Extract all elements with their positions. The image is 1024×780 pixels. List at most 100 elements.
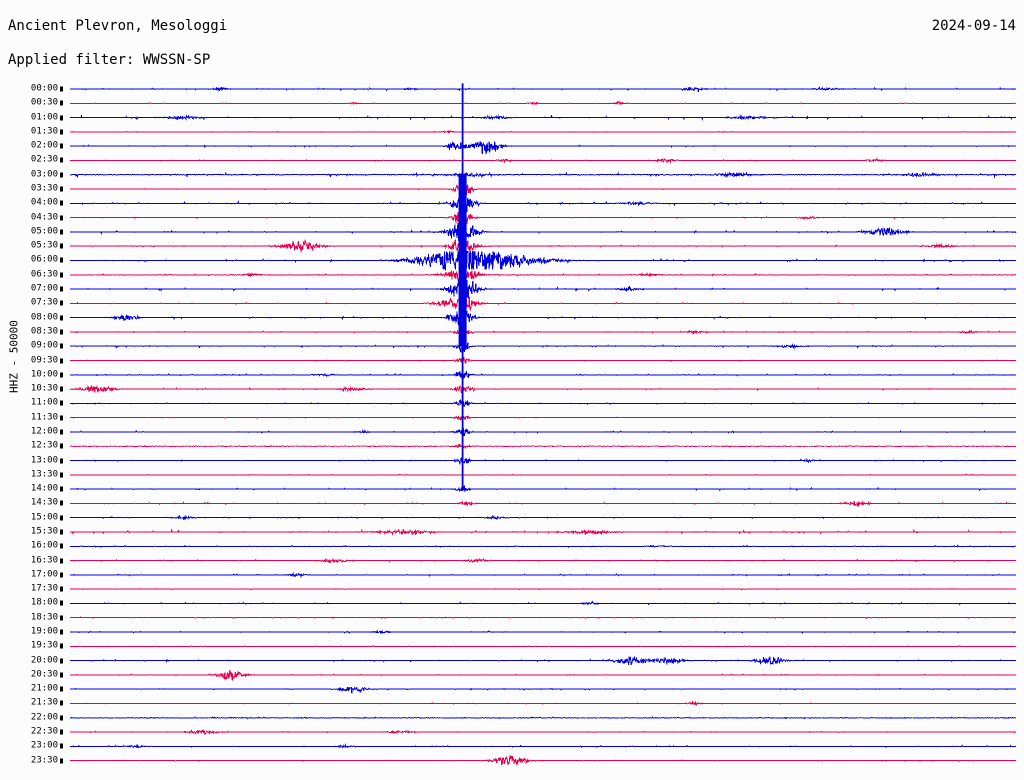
time-tick: [60, 115, 63, 121]
time-label: 19:30: [30, 640, 58, 651]
trace-line: [70, 238, 1017, 255]
time-tick: [60, 172, 63, 178]
filter-label: Applied filter: WWSSN-SP: [8, 52, 211, 68]
trace-line: [69, 211, 1016, 225]
time-label: 06:30: [30, 269, 58, 280]
trace-line: [69, 455, 1017, 465]
trace-line: [69, 223, 1017, 241]
time-tick: [60, 257, 63, 263]
trace-line: [69, 85, 1017, 93]
time-tick: [60, 629, 63, 635]
trace-line: [70, 716, 1016, 720]
trace-line: [69, 250, 1016, 272]
trace-line: [69, 669, 1017, 681]
trace-line: [70, 100, 1016, 106]
time-tick: [60, 529, 63, 535]
time-label: 11:30: [30, 412, 58, 423]
time-tick: [60, 615, 63, 621]
time-tick: [60, 686, 63, 692]
time-tick: [60, 700, 63, 706]
time-tick: [60, 272, 63, 278]
trace-line: [69, 616, 1017, 620]
trace-line: [69, 297, 1016, 313]
time-label: 07:30: [30, 297, 58, 308]
time-label: 03:00: [30, 169, 58, 180]
time-label: 22:30: [30, 726, 58, 737]
time-label: 07:00: [30, 283, 58, 294]
time-tick: [60, 658, 63, 664]
time-tick: [60, 343, 63, 349]
time-tick: [60, 229, 63, 235]
station-title: Ancient Plevron, Mesologgi: [8, 18, 228, 34]
trace-line: [69, 473, 1017, 476]
time-tick: [60, 672, 63, 678]
trace-line: [69, 587, 1016, 591]
trace-line: [69, 629, 1017, 634]
time-tick: [60, 315, 63, 321]
time-tick: [60, 543, 63, 549]
time-label: 19:00: [30, 626, 58, 637]
trace-line: [69, 500, 1017, 508]
time-label: 00:30: [30, 97, 58, 108]
time-label: 09:00: [30, 340, 58, 351]
time-tick: [60, 100, 63, 106]
time-label: 05:00: [30, 226, 58, 237]
time-label: 01:30: [30, 126, 58, 137]
time-label: 03:30: [30, 183, 58, 194]
trace-line: [69, 414, 1017, 421]
time-label: 16:30: [30, 555, 58, 566]
major-event-core: [458, 174, 467, 347]
time-label: 08:30: [30, 326, 58, 337]
time-tick: [60, 157, 63, 163]
time-label: 00:00: [30, 83, 58, 94]
trace-line: [70, 700, 1017, 707]
time-label: 10:30: [30, 383, 58, 394]
trace-line: [69, 544, 1016, 549]
time-tick: [60, 458, 63, 464]
trace-line: [70, 645, 1017, 648]
time-label: 23:00: [30, 740, 58, 751]
time-tick: [60, 215, 63, 221]
time-label: 15:00: [30, 512, 58, 523]
time-tick: [60, 558, 63, 564]
trace-line: [70, 356, 1016, 364]
time-tick: [60, 500, 63, 506]
time-tick: [60, 515, 63, 521]
time-label: 14:30: [30, 497, 58, 508]
time-label: 18:30: [30, 612, 58, 623]
trace-line: [69, 444, 1016, 450]
time-tick: [60, 358, 63, 363]
time-label: 23:30: [30, 755, 58, 766]
trace-line: [69, 755, 1017, 766]
time-tick: [60, 758, 63, 764]
time-tick: [60, 400, 63, 406]
time-tick: [60, 472, 63, 478]
time-label: 04:00: [30, 197, 58, 208]
time-label: 04:30: [30, 212, 58, 223]
time-label: 10:00: [30, 369, 58, 380]
trace-line: [70, 157, 1017, 164]
time-label: 01:00: [30, 112, 58, 123]
trace-line: [69, 130, 1016, 134]
trace-line: [69, 114, 1017, 121]
time-tick: [60, 386, 63, 392]
time-tick: [60, 129, 63, 135]
time-label: 17:30: [30, 583, 58, 594]
time-label: 18:00: [30, 597, 58, 608]
time-label: 06:00: [30, 254, 58, 265]
record-date: 2024-09-14: [931, 18, 1016, 34]
time-label: 02:00: [30, 140, 58, 151]
time-label: 20:00: [30, 655, 58, 666]
time-tick: [60, 443, 63, 449]
time-tick: [60, 586, 63, 592]
trace-line: [69, 141, 1017, 155]
time-label: 22:00: [30, 712, 58, 723]
time-label: 02:30: [30, 154, 58, 165]
time-label: 17:00: [30, 569, 58, 580]
time-tick: [60, 572, 63, 578]
trace-line: [70, 571, 1016, 579]
time-tick: [60, 143, 63, 149]
time-tick: [60, 372, 63, 378]
